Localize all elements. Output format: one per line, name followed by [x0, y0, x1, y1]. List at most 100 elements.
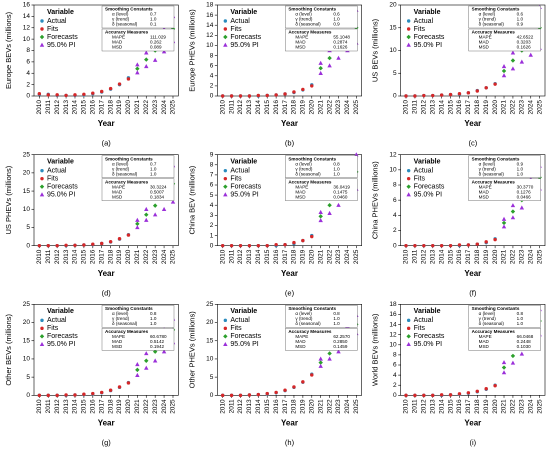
pi-point	[336, 202, 341, 207]
x-tick-label: 2013	[63, 100, 70, 115]
point	[484, 387, 488, 391]
x-tick-label: 2025	[353, 100, 360, 115]
x-axis-label: Year	[464, 119, 481, 128]
x-tick-label: 2024	[527, 399, 534, 414]
info-value: 55.1048	[333, 35, 350, 40]
pi-point	[144, 217, 149, 222]
x-axis-label: Year	[464, 269, 481, 278]
info-value: 0.2850	[333, 339, 347, 344]
info-title: Smoothing Constants	[288, 306, 336, 311]
y-axis-label: Europe BEVs (millions)	[4, 11, 13, 89]
x-tick-label: 2010	[403, 249, 410, 264]
point	[64, 243, 68, 248]
panel: 0 5 10 15 20 2010 2011 2012 2013 2014 2015 2016 2017…	[371, 2, 546, 148]
pi-point	[135, 217, 140, 222]
point	[37, 393, 42, 398]
point	[64, 393, 68, 397]
info-box	[468, 305, 541, 328]
point	[439, 393, 444, 397]
y-tick-label: 6	[26, 59, 30, 66]
info-box	[285, 178, 358, 201]
info-label: MAD	[112, 40, 123, 45]
pi-point	[161, 349, 167, 354]
pi-point	[144, 206, 149, 211]
point	[274, 93, 278, 97]
point	[493, 384, 497, 388]
info-label: δ (seasonal)	[295, 321, 321, 326]
x-tick-label: 2019	[483, 249, 490, 264]
pi-point	[318, 356, 323, 361]
y-tick-label: 2	[210, 222, 214, 229]
x-tick-label: 2011	[45, 100, 52, 114]
info-value: 36.0419	[333, 184, 350, 189]
point	[229, 243, 234, 248]
legend-label: Actual	[230, 18, 250, 25]
pi-point	[144, 351, 149, 356]
legend-marker	[223, 42, 228, 47]
point	[475, 389, 479, 393]
x-tick-label: 2017	[465, 100, 472, 115]
info-title: Accuracy Measures	[288, 329, 332, 334]
legend-marker	[223, 34, 228, 40]
info-value: 0.8	[150, 311, 157, 316]
pi-point	[152, 358, 158, 363]
info-title: Accuracy Measures	[105, 179, 149, 184]
y-tick-label: 6	[393, 197, 397, 204]
y-tick-label: 15	[23, 337, 31, 344]
info-title: Smoothing Constants	[472, 7, 520, 12]
point	[274, 390, 278, 395]
info-value: 1.0	[150, 171, 157, 176]
x-tick-label: 2018	[474, 100, 481, 115]
forecast-point	[318, 214, 323, 219]
info-title: Accuracy Measures	[105, 30, 149, 35]
legend-marker	[223, 334, 228, 339]
legend-marker	[406, 168, 411, 173]
x-tick-label: 2012	[237, 100, 244, 115]
point	[466, 243, 471, 247]
legend-marker	[223, 168, 228, 173]
y-tick-label: 6	[210, 62, 214, 69]
x-tick-label: 2019	[300, 100, 307, 115]
info-value: 0.8	[333, 161, 340, 166]
x-tick-label: 2013	[429, 399, 436, 414]
x-tick-label: 2016	[273, 249, 280, 264]
y-tick-label: 0	[210, 93, 214, 100]
info-label: δ (seasonal)	[479, 321, 505, 326]
info-title: Accuracy Measures	[288, 179, 332, 184]
info-value: 0.1	[150, 22, 157, 27]
x-tick-label: 2010	[403, 399, 410, 414]
y-tick-label: 10	[389, 167, 397, 174]
legend-label: Fits	[47, 26, 59, 33]
x-tick-label: 2022	[143, 399, 150, 414]
y-tick-label: 14	[23, 13, 31, 20]
x-tick-label: 2025	[353, 249, 360, 264]
pi-point	[144, 50, 149, 55]
x-tick-label: 2011	[228, 249, 235, 263]
x-tick-label: 2025	[536, 249, 543, 264]
legend-label: Actual	[47, 168, 67, 175]
y-tick-label: 8	[210, 52, 214, 59]
pi-point	[336, 55, 341, 60]
point	[55, 93, 59, 97]
x-tick-label: 2024	[344, 249, 351, 264]
pi-point	[161, 206, 167, 211]
x-tick-label: 2015	[264, 249, 271, 264]
point	[404, 243, 408, 248]
x-tick-label: 2013	[429, 249, 436, 264]
y-tick-label: 4	[393, 212, 397, 219]
info-box	[101, 328, 175, 351]
info-label: α (level)	[295, 12, 312, 17]
point	[108, 388, 113, 392]
y-axis-label: China PHEVs (millions)	[371, 161, 380, 239]
legend-label: Forecasts	[230, 184, 261, 191]
legend-marker	[406, 42, 411, 47]
plot-frame	[217, 4, 362, 97]
y-tick-label: 10	[206, 42, 214, 49]
point	[100, 241, 104, 246]
info-label: α (level)	[479, 311, 496, 316]
x-tick-label: 2016	[90, 399, 97, 414]
x-tick-label: 2020	[492, 100, 499, 115]
plot-frame	[400, 304, 546, 396]
